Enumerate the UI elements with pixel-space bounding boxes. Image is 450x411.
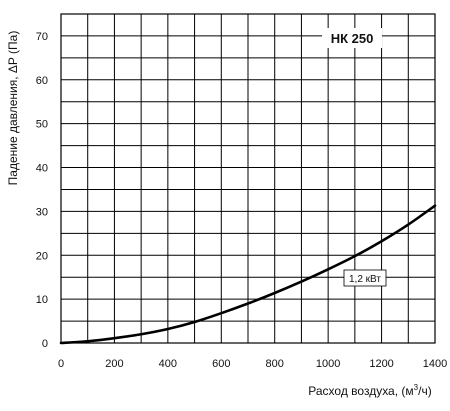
x-tick-label: 800 [266, 358, 284, 370]
series-line-1-2kw [59, 204, 437, 345]
y-tick-label: 30 [36, 206, 48, 218]
x-tick-label: 400 [159, 358, 177, 370]
x-tick-label: 200 [105, 358, 123, 370]
x-tick-label: 1400 [423, 358, 447, 370]
x-tick-label: 1200 [369, 358, 393, 370]
x-tick-label: 600 [212, 358, 230, 370]
x-axis-ticks: 0 200 400 600 800 1000 1200 1400 [58, 358, 447, 370]
y-tick-label: 10 [36, 294, 48, 306]
y-tick-label: 0 [42, 338, 48, 350]
series-label: 1,2 кВт [349, 274, 381, 285]
grid [60, 13, 436, 344]
x-tick-label: 0 [58, 358, 64, 370]
plot-frame [60, 13, 436, 344]
x-tick-label: 1000 [316, 358, 340, 370]
model-label: НК 250 [331, 31, 374, 46]
y-tick-label: 40 [36, 163, 48, 175]
y-axis-ticks: 0 10 20 30 40 50 60 70 [36, 31, 48, 350]
x-axis-title: Расход воздуха, (м3/ч) [308, 383, 431, 398]
model-label-background [322, 28, 382, 48]
series-label-background [343, 269, 387, 287]
y-tick-label: 60 [36, 75, 48, 87]
y-axis-title: Падение давления, ΔP (Па) [6, 31, 20, 186]
y-tick-label: 20 [36, 250, 48, 262]
y-tick-label: 70 [36, 31, 48, 43]
y-tick-label: 50 [36, 119, 48, 131]
